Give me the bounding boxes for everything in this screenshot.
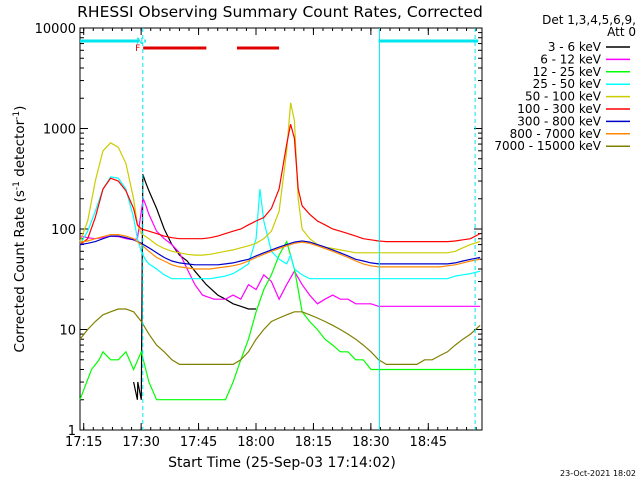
legend-detectors: Det 1,3,4,5,6,9,: [542, 13, 636, 27]
y-axis-label: Corrected Count Rate (s-1 detector-1): [12, 106, 28, 353]
legend-label: 7000 - 15000 keV: [494, 139, 601, 153]
flag-label: N: [136, 37, 143, 47]
chart-title: RHESSI Observing Summary Count Rates, Co…: [77, 3, 483, 21]
legend-label: 50 - 100 keV: [525, 90, 602, 104]
series-line-9: [79, 308, 481, 365]
legend-label: 800 - 7000 keV: [510, 127, 602, 141]
ylabel-part-3: detector: [12, 119, 28, 181]
y-tick-label: 10000: [35, 22, 76, 37]
x-tick-label: 18:00: [237, 435, 274, 450]
legend-label: 6 - 12 keV: [540, 52, 602, 66]
y-tick-label: 10: [59, 324, 76, 339]
x-axis-ticks: 17:15 17:30 17:45 18:00 18:15 18:30 18:45: [65, 28, 477, 450]
x-axis-label: Start Time (25-Sep-03 17:14:02): [168, 455, 396, 471]
series-line-6: [79, 124, 481, 246]
flag-label: F: [135, 44, 140, 54]
ylabel-part-4: -1: [12, 111, 22, 120]
x-tick-label: 17:30: [122, 435, 159, 450]
legend-label: 3 - 6 keV: [548, 40, 602, 54]
x-tick-label: 18:30: [352, 435, 389, 450]
series-line-1: [133, 174, 257, 400]
x-tick-label: 17:15: [65, 435, 102, 450]
legend-label: 100 - 300 keV: [517, 102, 601, 116]
series-line-8: [79, 234, 481, 270]
y-tick-label: 1: [68, 424, 76, 439]
footer-timestamp: 23-Oct-2021 18:02: [560, 469, 636, 478]
y-axis-ticks: 1 10 100 1000 10000: [35, 22, 482, 439]
series-line-5: [79, 102, 481, 256]
flag-bars: NF: [80, 37, 479, 54]
vertical-markers: [142, 28, 476, 430]
legend-label: 25 - 50 keV: [533, 77, 602, 91]
y-tick-label: 100: [51, 223, 76, 238]
series-line-3: [79, 240, 481, 401]
series-line-7: [79, 235, 481, 266]
x-tick-label: 18:45: [410, 435, 447, 450]
y-tick-label: 1000: [43, 123, 76, 138]
x-tick-label: 18:15: [295, 435, 332, 450]
legend-label: 300 - 800 keV: [517, 114, 601, 128]
legend-attenuator: Att 0: [607, 25, 636, 39]
ylabel-part-5: ): [12, 106, 28, 111]
series-layer: [79, 102, 481, 401]
x-tick-label: 17:45: [180, 435, 217, 450]
legend-label: 12 - 25 keV: [533, 65, 602, 79]
ylabel-part-2: -1: [12, 181, 22, 190]
ylabel-part-1: Corrected Count Rate (s: [12, 190, 28, 352]
